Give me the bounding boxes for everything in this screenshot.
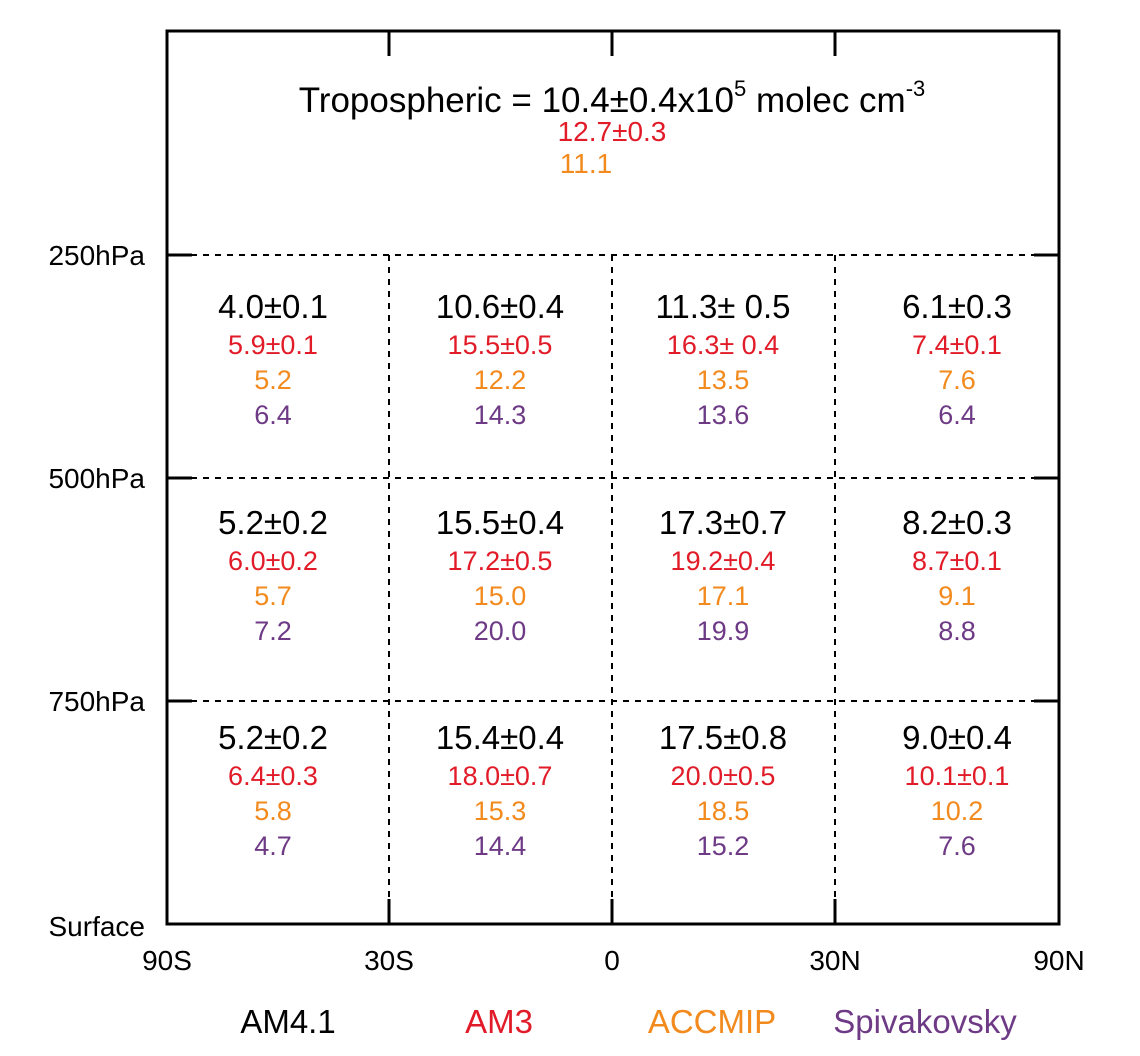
legend-item: ACCMIP (648, 1003, 776, 1040)
cell-value: 17.2±0.5 (448, 546, 553, 576)
x-tick-label: 30N (809, 945, 860, 976)
cell-value: 5.2±0.2 (218, 719, 328, 756)
x-tick-label: 0 (604, 945, 620, 976)
region-cells: 4.0±0.1 5.9±0.1 5.2 6.4 10.6±0.4 15.5±0.5 12.2… (218, 288, 1012, 861)
x-tick-label: 30S (364, 945, 414, 976)
tropospheric-title: Tropospheric = 10.4±0.4x105 molec cm-3 (299, 76, 926, 120)
axis-ticks (166, 30, 1060, 925)
cell-value: 15.0 (474, 581, 527, 611)
legend-item: Spivakovsky (833, 1003, 1017, 1040)
cell-value: 19.2±0.4 (671, 546, 776, 576)
cell-value: 7.6 (938, 365, 976, 395)
cell-value: 16.3± 0.4 (667, 330, 779, 360)
cell-value: 15.2 (697, 831, 750, 861)
cell-value: 14.3 (474, 400, 527, 430)
cell-value: 8.2±0.3 (902, 504, 1012, 541)
cell-value: 20.0±0.5 (671, 761, 776, 791)
cell-value: 17.3±0.7 (659, 504, 787, 541)
y-tick-label: 500hPa (48, 463, 145, 494)
tropospheric-am3: 12.7±0.3 (558, 116, 667, 147)
cell-value: 10.1±0.1 (905, 761, 1010, 791)
cell-value: 7.2 (254, 616, 292, 646)
cell-value: 5.2 (254, 365, 292, 395)
tropospheric-accmip: 11.1 (560, 148, 612, 179)
cell-value: 6.4 (254, 400, 292, 430)
legend-item: AM4.1 (240, 1003, 335, 1040)
cell-value: 17.1 (697, 581, 750, 611)
cell-value: 15.5±0.4 (436, 504, 564, 541)
cell-value: 9.1 (938, 581, 976, 611)
cell-value: 8.7±0.1 (912, 546, 1002, 576)
cell-value: 4.0±0.1 (218, 288, 328, 325)
cell-value: 12.2 (474, 365, 527, 395)
cell-value: 6.4±0.3 (228, 761, 318, 791)
cell-value: 5.8 (254, 796, 292, 826)
cell-value: 7.4±0.1 (912, 330, 1002, 360)
cell-value: 4.7 (254, 831, 292, 861)
cell-value: 18.0±0.7 (448, 761, 553, 791)
tropospheric-unit: molec cm (746, 81, 905, 120)
cell-value: 6.4 (938, 400, 976, 430)
grid-lines (167, 254, 1059, 924)
cell-value: 13.5 (697, 365, 750, 395)
cell-value: 5.9±0.1 (228, 330, 318, 360)
y-tick-label: Surface (49, 911, 146, 942)
y-tick-label: 750hPa (48, 686, 145, 717)
cell-value: 6.0±0.2 (228, 546, 318, 576)
legend: AM4.1 AM3 ACCMIP Spivakovsky (240, 1003, 1017, 1040)
x-tick-label: 90S (142, 945, 192, 976)
x-tick-label: 90N (1033, 945, 1084, 976)
cell-value: 15.5±0.5 (448, 330, 553, 360)
y-tick-label: 250hPa (48, 240, 145, 271)
legend-item: AM3 (465, 1003, 533, 1040)
cell-value: 15.4±0.4 (436, 719, 564, 756)
cell-value: 10.6±0.4 (436, 288, 564, 325)
cell-value: 5.7 (254, 581, 292, 611)
cell-value: 8.8 (938, 616, 976, 646)
cell-value: 6.1±0.3 (902, 288, 1012, 325)
cell-value: 14.4 (474, 831, 527, 861)
cell-value: 10.2 (931, 796, 984, 826)
cell-value: 11.3± 0.5 (656, 288, 791, 325)
cell-value: 5.2±0.2 (218, 504, 328, 541)
cell-value: 7.6 (938, 831, 976, 861)
tropospheric-unit-exponent: -3 (906, 76, 926, 101)
tropospheric-exponent: 5 (734, 76, 746, 101)
tropospheric-prefix: Tropospheric = 10.4±0.4x10 (299, 81, 734, 120)
cell-value: 15.3 (474, 796, 527, 826)
cell-value: 18.5 (697, 796, 750, 826)
cell-value: 17.5±0.8 (659, 719, 787, 756)
cell-value: 9.0±0.4 (902, 719, 1012, 756)
cell-value: 19.9 (697, 616, 750, 646)
axis-labels: 90S 30S 0 30N 90N 250hPa 500hPa 750hPa Surface (48, 240, 1084, 976)
cell-value: 13.6 (697, 400, 750, 430)
cell-value: 20.0 (474, 616, 527, 646)
